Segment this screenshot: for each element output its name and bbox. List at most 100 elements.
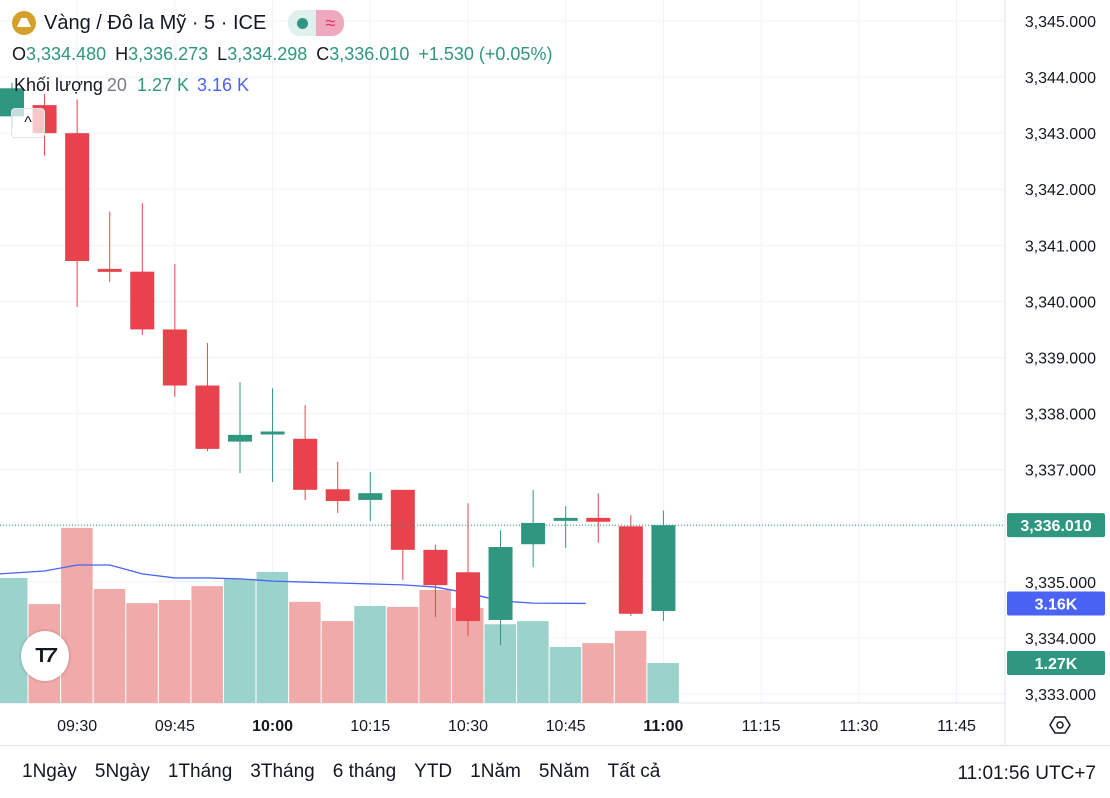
price-tick-label: 3,342.000 (1025, 182, 1096, 199)
volume-bar (321, 621, 354, 703)
volume-legend[interactable]: Khối lượng 20 1.27 K 3.16 K (14, 75, 250, 95)
volume-ma-badge-text: 3.16K (1035, 596, 1078, 613)
candle-body (97, 268, 122, 272)
volume-bar (386, 606, 419, 703)
time-tick-label: 09:45 (155, 718, 195, 735)
time-tick-label: 10:45 (546, 718, 586, 735)
time-tick-label: 11:30 (839, 718, 878, 735)
volume-bar (614, 630, 647, 703)
market-status[interactable]: ≈ (288, 10, 345, 36)
candle-body (390, 489, 415, 550)
candle (423, 544, 448, 618)
symbol-title: Vàng / Đô la Mỹ · 5 · ICE (44, 11, 267, 34)
candle-body (130, 271, 155, 330)
price-tick-label: 3,340.000 (1025, 294, 1096, 311)
volume-badge (1007, 650, 1105, 675)
candle (586, 493, 611, 543)
candle-body (521, 522, 546, 545)
price-tick-label: 3,339.000 (1025, 350, 1096, 367)
time-tick-label: 09:30 (57, 718, 97, 735)
price-tick-label: 3,344.000 (1025, 70, 1096, 87)
symbol-legend[interactable]: Vàng / Đô la Mỹ · 5 · ICE ≈ (12, 10, 345, 36)
chevron-up-icon: ^ (24, 114, 32, 131)
range-button[interactable]: 3Tháng (250, 761, 315, 782)
volume-bar (126, 603, 158, 703)
range-button[interactable]: 5Năm (538, 761, 590, 782)
volume-bar (0, 577, 28, 703)
time-tick-label: 10:30 (448, 718, 488, 735)
candle-body (488, 547, 513, 620)
candle-body (651, 525, 676, 611)
candle (521, 489, 546, 568)
candle-body (358, 493, 383, 500)
range-button[interactable]: YTD (414, 761, 453, 782)
candle-body (162, 329, 187, 386)
candle-body (455, 572, 480, 622)
clock[interactable]: 11:01:56 UTC+7 (957, 763, 1096, 784)
candle (293, 405, 318, 500)
time-tick-label: 10:00 (252, 718, 293, 735)
volume-bar (93, 588, 126, 703)
time-tick-label: 10:15 (350, 718, 390, 735)
range-button[interactable]: 1Ngày (22, 761, 77, 782)
range-button[interactable]: 6 tháng (332, 761, 397, 782)
volume-ma-badge (1007, 591, 1105, 616)
range-button[interactable]: 5Ngày (94, 761, 150, 782)
candle (65, 99, 90, 308)
bottom-toolbar: 1Ngày 5Ngày 1Tháng 3Tháng 6 tháng YTD 1Năm 5Năm… (0, 745, 1110, 798)
candle-body (325, 489, 350, 502)
last-price-badge (1007, 513, 1105, 538)
range-button[interactable]: 1Tháng (167, 761, 233, 782)
candle (553, 506, 578, 549)
price-tick-label: 3,334.000 (1025, 631, 1096, 648)
volume-bar (582, 643, 614, 703)
candle (227, 382, 252, 474)
volume-bar (158, 599, 191, 703)
candle (488, 530, 513, 646)
price-chart[interactable]: 3,345.000 3,344.000 3,343.000 3,342.000 3,34… (0, 0, 1110, 745)
range-button[interactable]: 1Năm (470, 761, 521, 782)
time-tick-label: 11:00 (643, 718, 683, 735)
volume-bar (223, 578, 256, 703)
candle (618, 515, 643, 617)
volume-bar (517, 621, 549, 703)
settings-icon[interactable] (1049, 714, 1071, 736)
last-price-badge-text: 3,336.010 (1020, 518, 1091, 535)
market-open-icon (288, 10, 317, 36)
price-tick-label: 3,335.000 (1025, 575, 1096, 592)
candle (651, 510, 676, 622)
candle-body (260, 431, 285, 435)
candle (260, 388, 285, 482)
time-tick-label: 11:45 (937, 718, 976, 735)
candle-body (227, 434, 252, 442)
candle-body (586, 517, 611, 522)
candle (130, 203, 155, 336)
price-change: +1.530 (+0.05%) (418, 44, 553, 64)
price-tick-label: 3,338.000 (1025, 407, 1096, 424)
candle-body (65, 133, 90, 262)
candle (390, 489, 415, 581)
gold-icon (12, 11, 36, 35)
volume-badge-text: 1.27K (1035, 656, 1078, 673)
candle (162, 263, 187, 397)
candle-body (195, 385, 220, 449)
collapse-legend-button[interactable]: ^ (11, 108, 45, 138)
candle (195, 342, 220, 452)
delayed-data-icon: ≈ (316, 10, 345, 36)
candle (325, 461, 350, 513)
price-tick-label: 3,337.000 (1025, 463, 1096, 480)
time-tick-label: 11:15 (742, 718, 781, 735)
price-tick-label: 3,333.000 (1025, 687, 1096, 704)
range-button[interactable]: Tất cả (607, 761, 661, 782)
volume-bar (354, 605, 386, 703)
ohlc-values: O3,334.480 H3,336.273 L3,334.298 C3,336.… (12, 44, 553, 64)
volume-bar (191, 586, 223, 703)
volume-bar (256, 571, 289, 703)
candle-body (423, 549, 448, 586)
volume-bar (61, 527, 93, 703)
volume-bar (549, 646, 582, 703)
price-tick-label: 3,341.000 (1025, 238, 1096, 255)
candle-body (618, 526, 643, 614)
candle (358, 471, 383, 522)
